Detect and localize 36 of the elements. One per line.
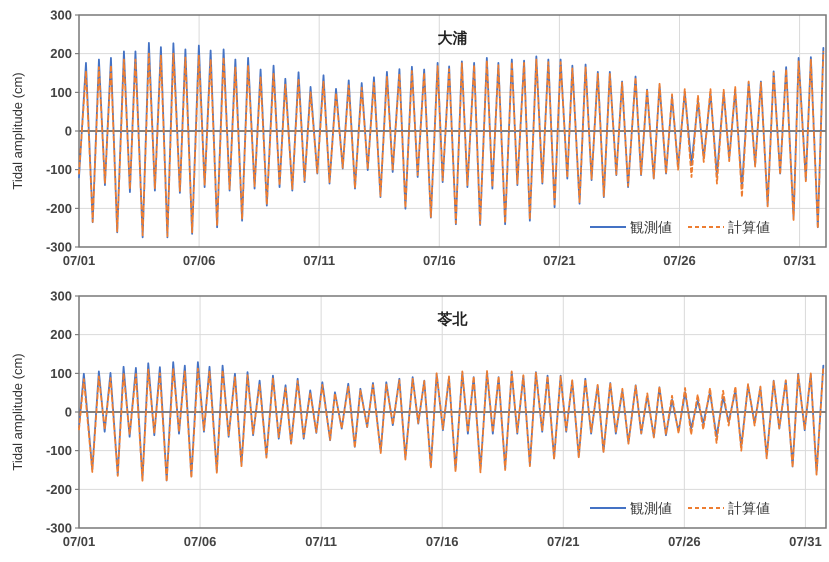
x-tick-label: 07/11 xyxy=(305,534,338,549)
x-tick-label: 07/21 xyxy=(543,253,576,268)
y-tick-label: 200 xyxy=(50,327,72,342)
y-tick-label: 300 xyxy=(50,8,72,22)
text: 大浦 xyxy=(438,30,468,47)
x-tick-label: 07/31 xyxy=(783,253,816,268)
y-tick-label: -200 xyxy=(46,200,72,216)
y-tick-label: -100 xyxy=(46,162,72,178)
x-tick-label: 07/06 xyxy=(184,534,216,549)
x-tick-label: 07/01 xyxy=(62,534,96,549)
legend-label: 計算値 xyxy=(728,219,770,235)
y-tick-label: 200 xyxy=(50,46,72,62)
legend-label: 計算値 xyxy=(728,500,770,516)
y-tick-label: 100 xyxy=(50,366,72,381)
text: 苓北 xyxy=(436,311,468,328)
y-axis-title: Tidal amplitude (cm) xyxy=(10,353,25,471)
x-tick-label: 07/06 xyxy=(182,253,216,268)
x-tick-label: 07/21 xyxy=(547,534,580,549)
y-tick-label: 100 xyxy=(50,84,72,100)
x-tick-label: 07/26 xyxy=(663,253,696,268)
y-tick-label: -300 xyxy=(46,240,72,254)
y-tick-label: 300 xyxy=(50,288,72,304)
x-tick-label: 07/11 xyxy=(303,253,336,268)
x-tick-label: 07/16 xyxy=(423,253,456,268)
y-tick-label: 0 xyxy=(64,404,72,420)
x-tick-label: 07/26 xyxy=(668,534,701,549)
legend-label: 観測値 xyxy=(630,219,672,235)
y-tick-label: -300 xyxy=(46,520,72,536)
x-tick-label: 07/31 xyxy=(789,534,822,549)
y-tick-label: 0 xyxy=(64,124,72,138)
y-tick-label: -100 xyxy=(46,443,72,458)
y-tick-label: -200 xyxy=(46,482,72,497)
x-tick-label: 07/16 xyxy=(426,534,458,549)
legend-label: 観測値 xyxy=(630,500,672,516)
x-tick-label: 07/01 xyxy=(62,253,96,268)
y-axis-title: Tidal amplitude (cm) xyxy=(10,72,25,190)
